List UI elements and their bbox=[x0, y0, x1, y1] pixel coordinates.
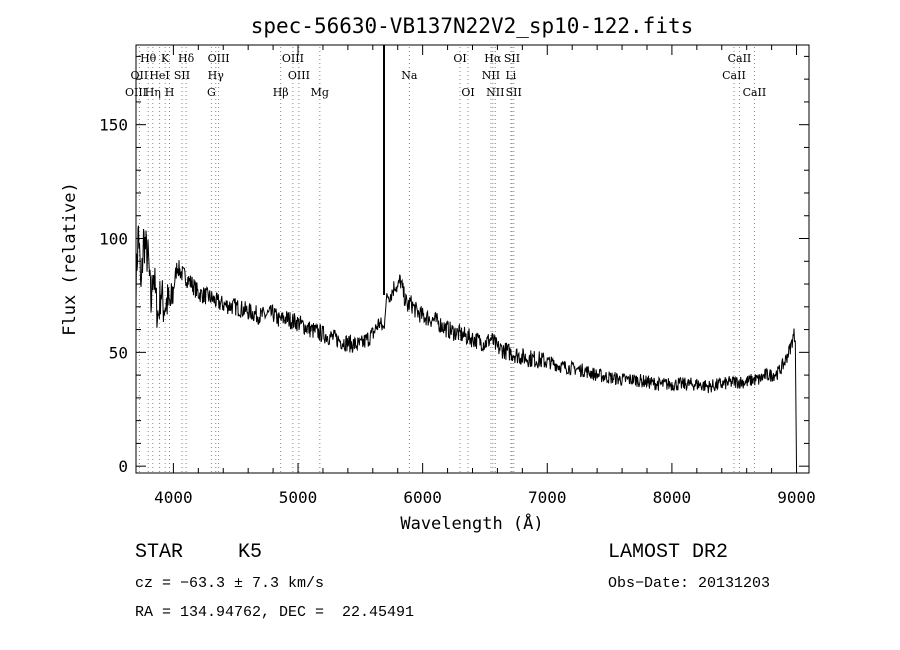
line-label: CaII bbox=[728, 52, 752, 65]
line-label: OII bbox=[131, 69, 149, 82]
x-axis-label: Wavelength (Å) bbox=[400, 512, 543, 534]
plot-frame bbox=[135, 44, 810, 474]
redshift-info: cz = −63.3 ± 7.3 km/s bbox=[135, 575, 325, 592]
line-label: OI bbox=[453, 52, 466, 65]
line-label: NII bbox=[482, 69, 500, 82]
x-tick-label: 7000 bbox=[528, 488, 567, 507]
line-label: OIII bbox=[208, 52, 230, 65]
line-label: SII bbox=[174, 69, 190, 82]
line-label: H bbox=[165, 86, 175, 99]
x-tick-label: 6000 bbox=[403, 488, 442, 507]
line-label: SII bbox=[506, 86, 522, 99]
object-class: STAR bbox=[135, 541, 184, 564]
line-label: Li bbox=[505, 69, 516, 82]
coordinates: RA = 134.94762, DEC = 22.45491 bbox=[135, 604, 415, 621]
line-label: SII bbox=[504, 52, 520, 65]
flux-line bbox=[135, 225, 797, 467]
line-label: OI bbox=[461, 86, 474, 99]
line-label: Hδ bbox=[178, 52, 195, 65]
line-label: G bbox=[207, 86, 216, 99]
line-label: NII bbox=[486, 86, 504, 99]
spectral-line-markers bbox=[135, 47, 755, 473]
line-label: CaII bbox=[743, 86, 767, 99]
x-tick-label: 5000 bbox=[279, 488, 318, 507]
line-label: OIII bbox=[288, 69, 310, 82]
line-label: OIII bbox=[282, 52, 304, 65]
axis-ticks: 4000 5000 6000 7000 8000 9000 0 50 100 150 bbox=[99, 45, 816, 507]
y-axis-label: Flux (relative) bbox=[60, 182, 80, 336]
line-label: Mg bbox=[311, 86, 329, 99]
line-label: Hβ bbox=[273, 86, 289, 99]
chart-title: spec-56630-VB137N22V2_sp10-122.fits bbox=[251, 14, 694, 38]
y-tick-label: 50 bbox=[109, 343, 128, 362]
observation-date: Obs−Date: 20131203 bbox=[608, 575, 771, 592]
line-label: K bbox=[161, 52, 170, 65]
y-tick-label: 100 bbox=[99, 230, 128, 249]
object-subclass: K5 bbox=[238, 541, 263, 564]
y-tick-label: 0 bbox=[118, 457, 128, 476]
line-label: Na bbox=[401, 69, 418, 82]
line-label: HeI bbox=[149, 69, 169, 82]
x-tick-label: 8000 bbox=[653, 488, 692, 507]
line-label: Hα bbox=[484, 52, 502, 65]
line-label: Hθ bbox=[140, 52, 157, 65]
y-tick-label: 150 bbox=[99, 116, 128, 135]
survey-name: LAMOST DR2 bbox=[608, 541, 729, 564]
flux-series bbox=[135, 225, 797, 467]
line-label: Hγ bbox=[208, 69, 225, 82]
x-tick-label: 4000 bbox=[154, 488, 193, 507]
line-label: Hη bbox=[145, 86, 161, 99]
line-label: CaII bbox=[722, 69, 746, 82]
x-tick-label: 9000 bbox=[777, 488, 816, 507]
